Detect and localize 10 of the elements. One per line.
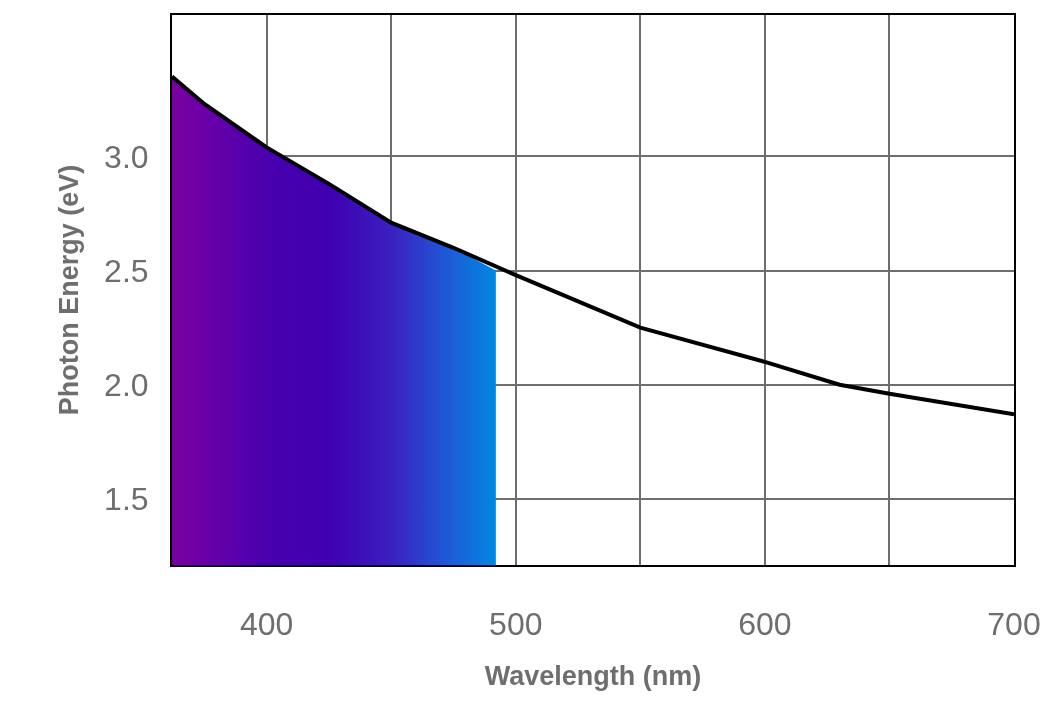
- y-tick-label: 2.5: [104, 252, 149, 289]
- y-tick-label: 2.0: [104, 366, 149, 403]
- x-tick-label: 500: [489, 606, 543, 643]
- x-tick-label: 400: [239, 606, 294, 643]
- y-tick-label: 1.5: [104, 481, 149, 518]
- x-tick-label: 600: [738, 606, 792, 643]
- y-axis-title: Photon Energy (eV): [53, 164, 84, 416]
- y-tick-label: 3.0: [104, 138, 149, 175]
- x-tick-label: 700: [987, 606, 1041, 643]
- x-axis-title: Wavelength (nm): [484, 661, 702, 692]
